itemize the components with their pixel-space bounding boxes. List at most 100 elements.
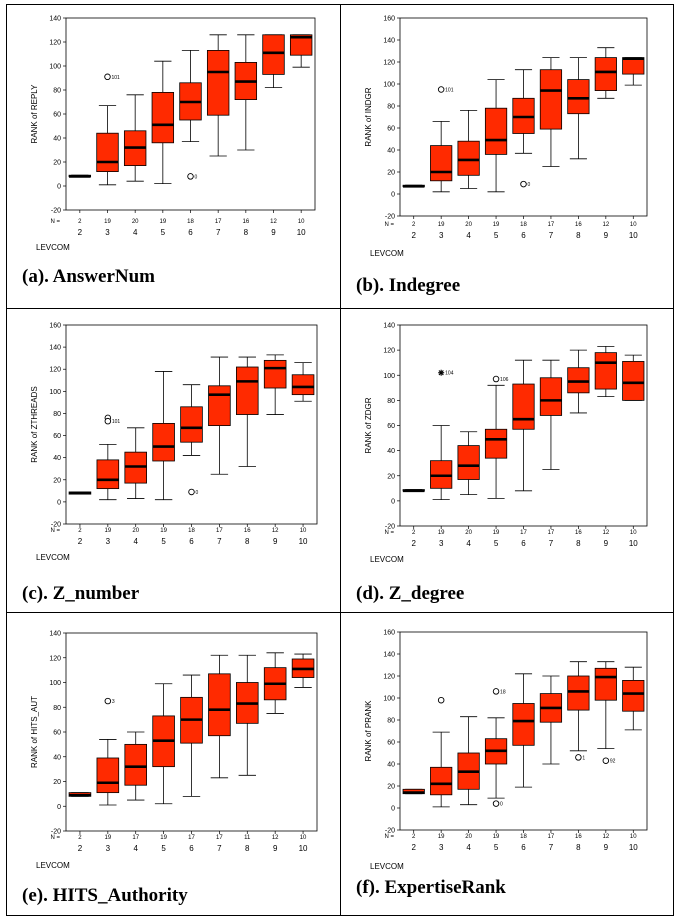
iqr-box: [484, 428, 508, 459]
x-tick-label: 9: [604, 539, 609, 548]
iqr-box: [289, 34, 313, 56]
n-count: 12: [270, 219, 277, 225]
x-axis-label: LEVCOM: [370, 249, 404, 258]
panel-e: -20 0 20 40 60 80 100 120 140 RANK of HITS_AUT N =…: [7, 613, 341, 915]
caption-d: (d). Z_degree: [356, 583, 465, 604]
x-tick-label: 7: [216, 228, 221, 237]
x-tick-label: 3: [439, 843, 444, 852]
y-tick-label: 20: [53, 160, 61, 167]
box-9: [594, 47, 617, 99]
outlier-circle: [187, 173, 194, 180]
n-count: 17: [216, 835, 223, 841]
outlier-label: 92: [610, 759, 616, 765]
outlier-label: 18: [500, 689, 506, 695]
y-tick-label: 100: [383, 373, 395, 380]
iqr-box: [484, 107, 508, 155]
x-tick-label: 2: [78, 844, 83, 853]
y-tick-label: 120: [49, 40, 61, 47]
chart-d: -20 0 20 40 60 80 100 120 140 RANK of ZDGR N = 2 2 19…: [364, 323, 648, 564]
n-count: 17: [215, 219, 222, 225]
n-count: 19: [159, 219, 166, 225]
x-tick-label: 9: [271, 228, 276, 237]
y-tick-label: 60: [53, 433, 61, 440]
outlier-circle: [492, 688, 500, 695]
n-count: 20: [465, 834, 472, 840]
x-tick-label: 6: [521, 843, 526, 852]
outlier-label: 3: [112, 699, 115, 705]
iqr-box: [96, 459, 120, 490]
n-count: 2: [78, 835, 82, 841]
box-5: [152, 371, 175, 501]
y-axis-label: RANK of ZDGR: [364, 397, 373, 453]
iqr-box: [457, 445, 480, 480]
y-tick-label: 60: [387, 126, 395, 133]
y-tick-label: 160: [383, 630, 395, 637]
x-tick-label: 7: [549, 843, 554, 852]
x-tick-label: 10: [629, 231, 638, 240]
x-tick-label: 4: [133, 228, 138, 237]
box-8: [234, 34, 258, 151]
box-4: [124, 731, 147, 801]
box-10: [622, 354, 645, 401]
x-tick-label: 4: [466, 539, 471, 548]
y-tick-label: -20: [385, 524, 395, 531]
box-4: [123, 94, 147, 182]
x-tick-label: 2: [411, 231, 416, 240]
box-2: [68, 174, 92, 178]
iqr-box: [208, 385, 231, 427]
chart-e: -20 0 20 40 60 80 100 120 140 RANK of HITS_AUT N =…: [30, 631, 318, 870]
iqr-box: [208, 673, 231, 737]
x-tick-label: 2: [78, 228, 83, 237]
y-tick-label: 60: [387, 740, 395, 747]
outlier-star: [438, 369, 445, 376]
caption-e: (e). HITS_Authority: [22, 885, 188, 906]
n-count: 20: [465, 530, 472, 536]
caption-c: (c). Z_number: [22, 583, 140, 604]
n-count: 18: [520, 834, 527, 840]
y-tick-label: 120: [383, 674, 395, 681]
x-tick-label: 6: [521, 231, 526, 240]
x-tick-label: 4: [466, 231, 471, 240]
box-7: [539, 359, 563, 470]
y-tick-label: 20: [53, 779, 61, 786]
box-5: [151, 60, 175, 185]
x-tick-label: 8: [576, 231, 581, 240]
caption-b: (b). Indegree: [356, 275, 461, 296]
y-tick-label: 40: [53, 136, 61, 143]
n-count: 18: [520, 222, 527, 228]
x-tick-label: 4: [133, 537, 138, 546]
y-tick-label: 140: [49, 631, 61, 638]
panel-d: -20 0 20 40 60 80 100 120 140 RANK of ZDGR N = 2 2 19…: [341, 309, 673, 613]
outlier-label: 101: [112, 75, 121, 81]
outlier-label: 0: [196, 490, 199, 496]
box-8: [236, 356, 259, 467]
x-tick-label: 6: [189, 537, 194, 546]
x-tick-label: 10: [629, 843, 638, 852]
outlier-label: 106: [500, 377, 509, 383]
box-6: [512, 359, 535, 492]
x-tick-label: 8: [245, 537, 250, 546]
x-tick-label: 7: [217, 537, 222, 546]
x-tick-label: 4: [133, 844, 138, 853]
y-tick-label: 140: [383, 652, 395, 659]
n-count: 19: [493, 222, 500, 228]
x-tick-label: 2: [411, 539, 416, 548]
n-count: 17: [548, 222, 555, 228]
iqr-box: [512, 383, 535, 430]
y-tick-label: 40: [387, 448, 395, 455]
x-tick-label: 7: [549, 539, 554, 548]
iqr-box: [594, 667, 617, 701]
outlier-label: 101: [445, 88, 454, 94]
n-label: N =: [50, 219, 60, 225]
x-tick-label: 5: [494, 231, 499, 240]
outlier-label: 0: [500, 802, 503, 808]
box-10: [289, 34, 313, 68]
iqr-box: [622, 680, 645, 712]
x-axis-label: LEVCOM: [36, 553, 70, 562]
outlier-circle: [492, 800, 500, 807]
y-tick-label: 140: [49, 345, 61, 352]
outlier-circle: [602, 757, 610, 764]
n-count: 19: [104, 528, 111, 534]
y-tick-label: 20: [53, 477, 61, 484]
box-4: [457, 110, 480, 189]
